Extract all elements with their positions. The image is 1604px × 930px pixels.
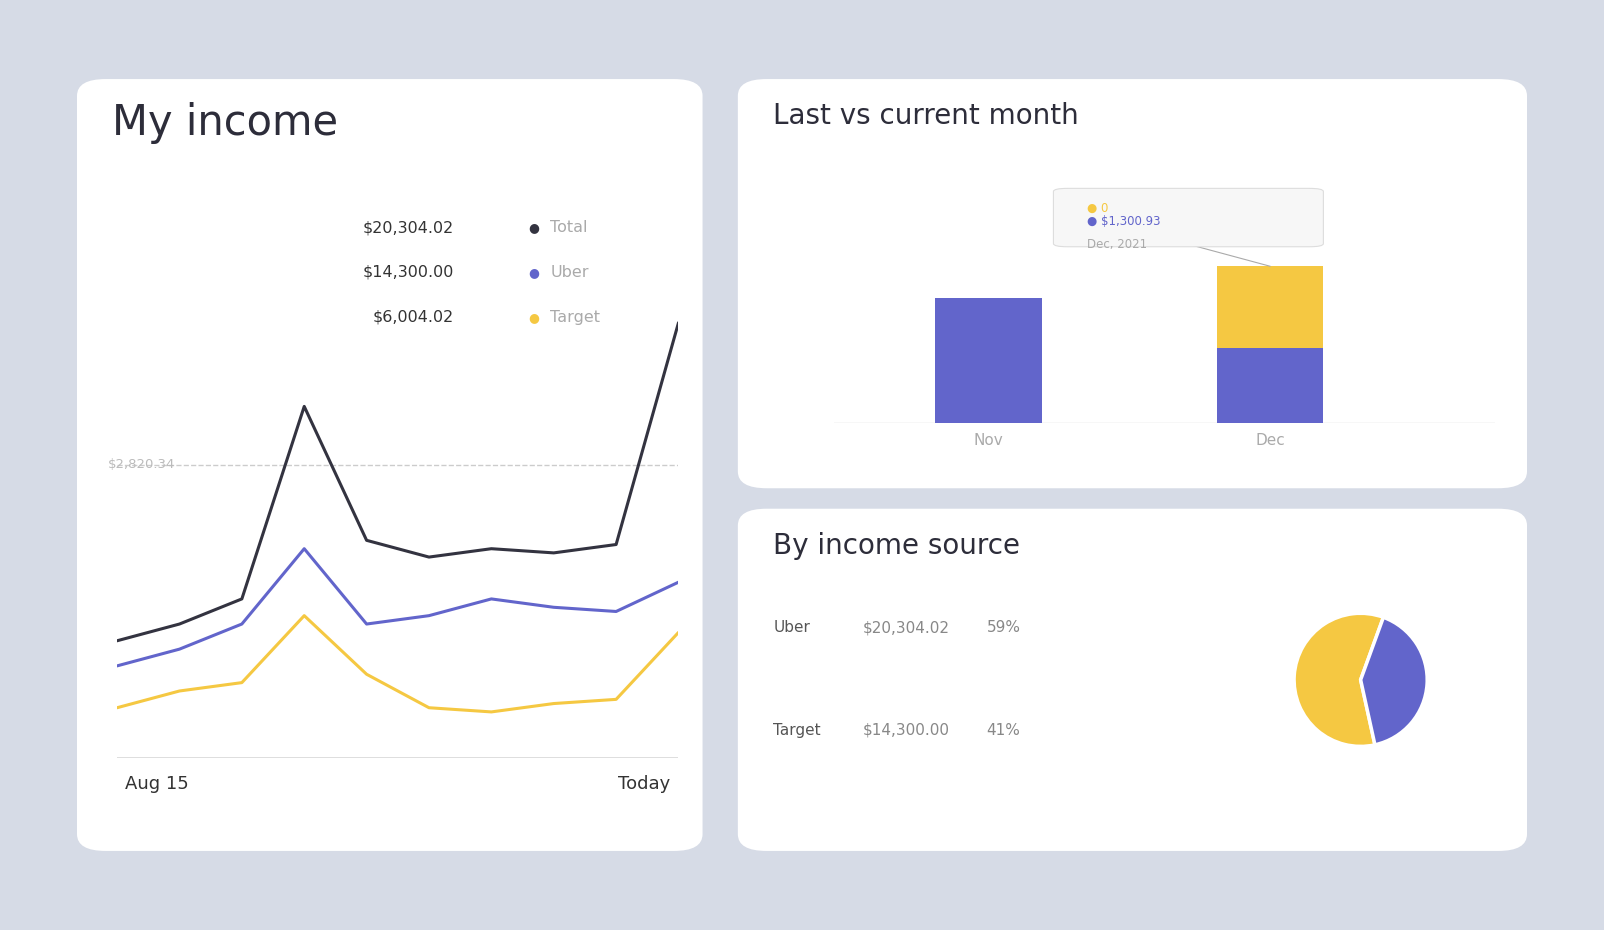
Text: Uber: Uber <box>550 265 589 280</box>
Text: $20,304.02: $20,304.02 <box>363 220 454 235</box>
Wedge shape <box>1294 613 1383 747</box>
FancyBboxPatch shape <box>1054 189 1323 246</box>
Text: Total: Total <box>550 220 587 235</box>
Text: 41%: 41% <box>986 723 1020 737</box>
Text: Last vs current month: Last vs current month <box>773 102 1079 130</box>
Text: ● 0: ● 0 <box>1088 202 1108 215</box>
Text: $20,304.02: $20,304.02 <box>863 620 950 635</box>
Text: $2,820.34: $2,820.34 <box>107 458 175 472</box>
Text: By income source: By income source <box>773 532 1020 560</box>
Text: $6,004.02: $6,004.02 <box>372 310 454 325</box>
Bar <box>935 298 1043 423</box>
Text: Target: Target <box>550 310 600 325</box>
Text: Uber: Uber <box>773 620 810 635</box>
Bar <box>1216 266 1323 348</box>
Text: $14,300.00: $14,300.00 <box>863 723 950 737</box>
Text: ●: ● <box>529 221 539 234</box>
Wedge shape <box>1360 618 1428 745</box>
Text: 59%: 59% <box>986 620 1020 635</box>
Text: Dec, 2021: Dec, 2021 <box>1088 238 1147 251</box>
Text: Target: Target <box>773 723 821 737</box>
Text: $14,300.00: $14,300.00 <box>363 265 454 280</box>
Text: ●: ● <box>529 311 539 324</box>
Text: ● $1,300.93: ● $1,300.93 <box>1088 215 1161 228</box>
Text: My income: My income <box>112 102 338 144</box>
Text: Today: Today <box>618 775 670 792</box>
Bar <box>1216 348 1323 423</box>
Text: ●: ● <box>529 266 539 279</box>
Text: Aug 15: Aug 15 <box>125 775 189 792</box>
